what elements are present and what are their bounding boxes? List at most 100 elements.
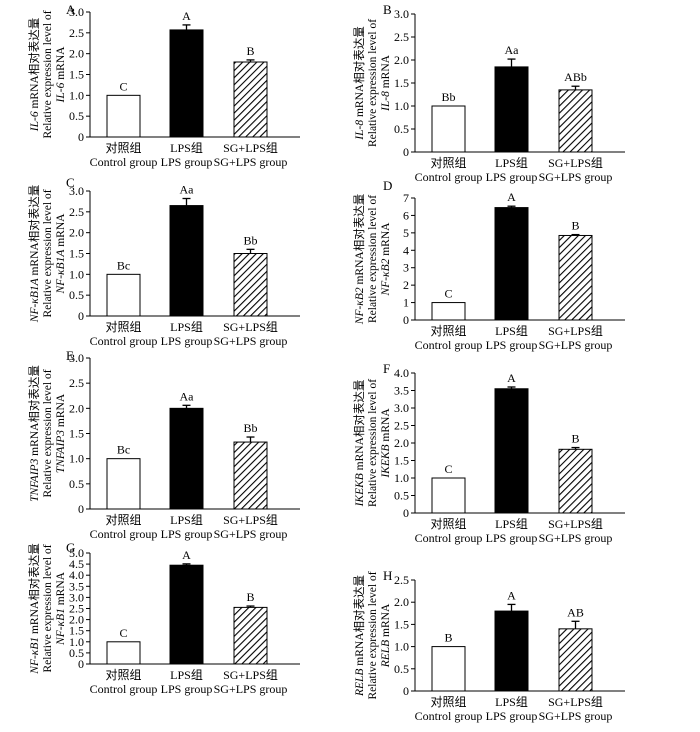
y-axis-label-line: Relative expression level of [367,19,379,147]
panel-a: A 0 0.5 1.0 1.5 2.0 2.5 3.0 IL-6 mRNA相对表达量 Relati… [27,2,300,169]
y-axis-label-part: Relative expression level of [367,19,379,147]
bar [431,646,466,692]
significance-label: B [444,631,452,645]
y-tick-label: 1.0 [69,88,84,102]
x-category-label: 对照组 [430,324,466,338]
significance-label: A [182,548,191,562]
y-tick-label: 3.0 [69,5,84,19]
bar [431,105,466,153]
y-axis-label-part: mRNA [55,46,67,83]
y-axis-label-part: mRNA相对表达量 [352,194,366,288]
panel-letter: D [383,178,392,193]
bar [233,441,268,510]
x-category-label: LPS组 [495,324,528,338]
y-axis-label-part: NF-κB1A [29,277,41,323]
y-axis-label-line: RELB mRNA相对表达量 [352,575,366,697]
y-tick-label: 0.5 [394,122,409,136]
y-tick-label: 3.0 [394,401,409,415]
panel-letter: E [66,348,74,363]
y-tick-label: 0.5 [69,109,84,123]
y-axis-label-part: IL-8 [380,91,392,112]
y-axis-label-part: IL-6 [55,82,67,103]
significance-label: A [182,9,191,23]
y-axis-label-part: IKEKB [354,473,366,507]
x-category-label: LPS组 [495,517,528,531]
bar [558,628,593,692]
y-tick-label: 6 [403,208,409,222]
y-axis-label-part: mRNA [55,571,67,608]
x-category-label: 对照组 [105,141,141,155]
x-category-label: SG+LPS组 [548,156,603,170]
bar [558,234,593,321]
bar [169,29,204,138]
significance-label: C [119,626,127,640]
y-tick-label: 2.5 [69,205,84,219]
panel-f: F 0 0.5 1.0 1.5 2.0 2.5 3.0 3.5 4.0 IKEKB mRNA相对表达… [352,361,625,545]
panel-g: G00.51.01.52.02.53.03.54.04.55.0NF-κB1 m… [27,540,300,696]
panel-letter: H [383,568,392,583]
y-tick-label: 0 [78,309,84,323]
x-category-label: LPS组 [170,513,203,527]
significance-label: Bb [243,421,257,435]
y-axis-label-line: NF-κB2 mRNA [380,222,392,297]
y-tick-label: 2.5 [394,419,409,433]
y-tick-label: 1.0 [69,267,84,281]
y-tick-label: 1.5 [69,68,84,82]
bar [169,407,204,510]
significance-label: Bb [441,90,455,104]
x-category-label: SG+LPS组 [223,513,278,527]
x-category-label: LPS group [486,531,538,545]
y-axis-label-part: TNFAIP3 [29,458,41,501]
x-category-label: SG+LPS group [539,338,613,352]
y-axis-label-part: mRNA [380,222,392,259]
y-tick-label: 1.5 [394,454,409,468]
x-category-label: SG+LPS组 [548,517,603,531]
y-axis-label-part: NF-κB1 [29,637,41,675]
significance-label: Aa [180,183,195,197]
x-category-label: LPS group [486,170,538,184]
x-category-label: LPS组 [170,668,203,682]
y-axis-label-line: IL-6 mRNA相对表达量 [27,18,41,132]
bar [106,458,141,510]
y-axis-label-part: mRNA相对表达量 [352,26,366,120]
y-axis-label-part: mRNA [380,54,392,91]
y-tick-label: 1.0 [69,452,84,466]
y-axis-label-part: mRNA相对表达量 [352,380,366,474]
y-tick-label: 2.0 [69,613,84,627]
bar [431,302,466,321]
y-tick-label: 2.0 [69,226,84,240]
y-tick-label: 5.0 [69,546,84,560]
panel-h: H 0 0.5 1.0 1.5 2.0 2.5 RELB mRNA相对表达量 Relative … [352,568,625,723]
y-axis-label-part: mRNA [380,408,392,445]
y-axis-label-line: NF-κB1A mRNA相对表达量 [27,185,41,323]
y-axis-label-part: mRNA相对表达量 [352,575,366,669]
panel-b: B 0 0.5 1.0 1.5 2.0 2.5 3.0 IL-8 mRNA相对表达量 Relati… [352,2,625,184]
y-tick-label: 3.5 [69,579,84,593]
significance-label: C [119,79,127,93]
x-category-label: 对照组 [105,513,141,527]
y-axis-label-part: mRNA相对表达量 [27,365,41,459]
x-category-label: LPS组 [170,141,203,155]
y-tick-label: 0 [78,502,84,516]
bar [106,641,141,665]
x-category-label: SG+LPS group [214,155,288,169]
panel-letter: F [383,361,390,376]
x-category-label: 对照组 [105,668,141,682]
y-axis-label-part: Relative expression level of [367,195,379,323]
y-axis-label-part: IKEKB [380,444,392,478]
y-axis-label-line: Relative expression level of [367,195,379,323]
y-axis-label-line: TNFAIP3 mRNA [55,393,67,473]
y-axis-label-part: IL-6 [29,111,41,132]
y-tick-label: 0 [403,313,409,327]
bar [233,61,268,138]
y-tick-label: 1.0 [394,640,409,654]
x-category-label: SG+LPS group [214,527,288,541]
bar [558,448,593,514]
y-axis-label-line: Relative expression level of [42,10,54,138]
y-tick-label: 2.0 [394,436,409,450]
y-tick-label: 3.0 [69,351,84,365]
bar [494,610,529,692]
bar [233,253,268,317]
x-category-label: Control group [90,155,158,169]
bar [169,564,204,665]
